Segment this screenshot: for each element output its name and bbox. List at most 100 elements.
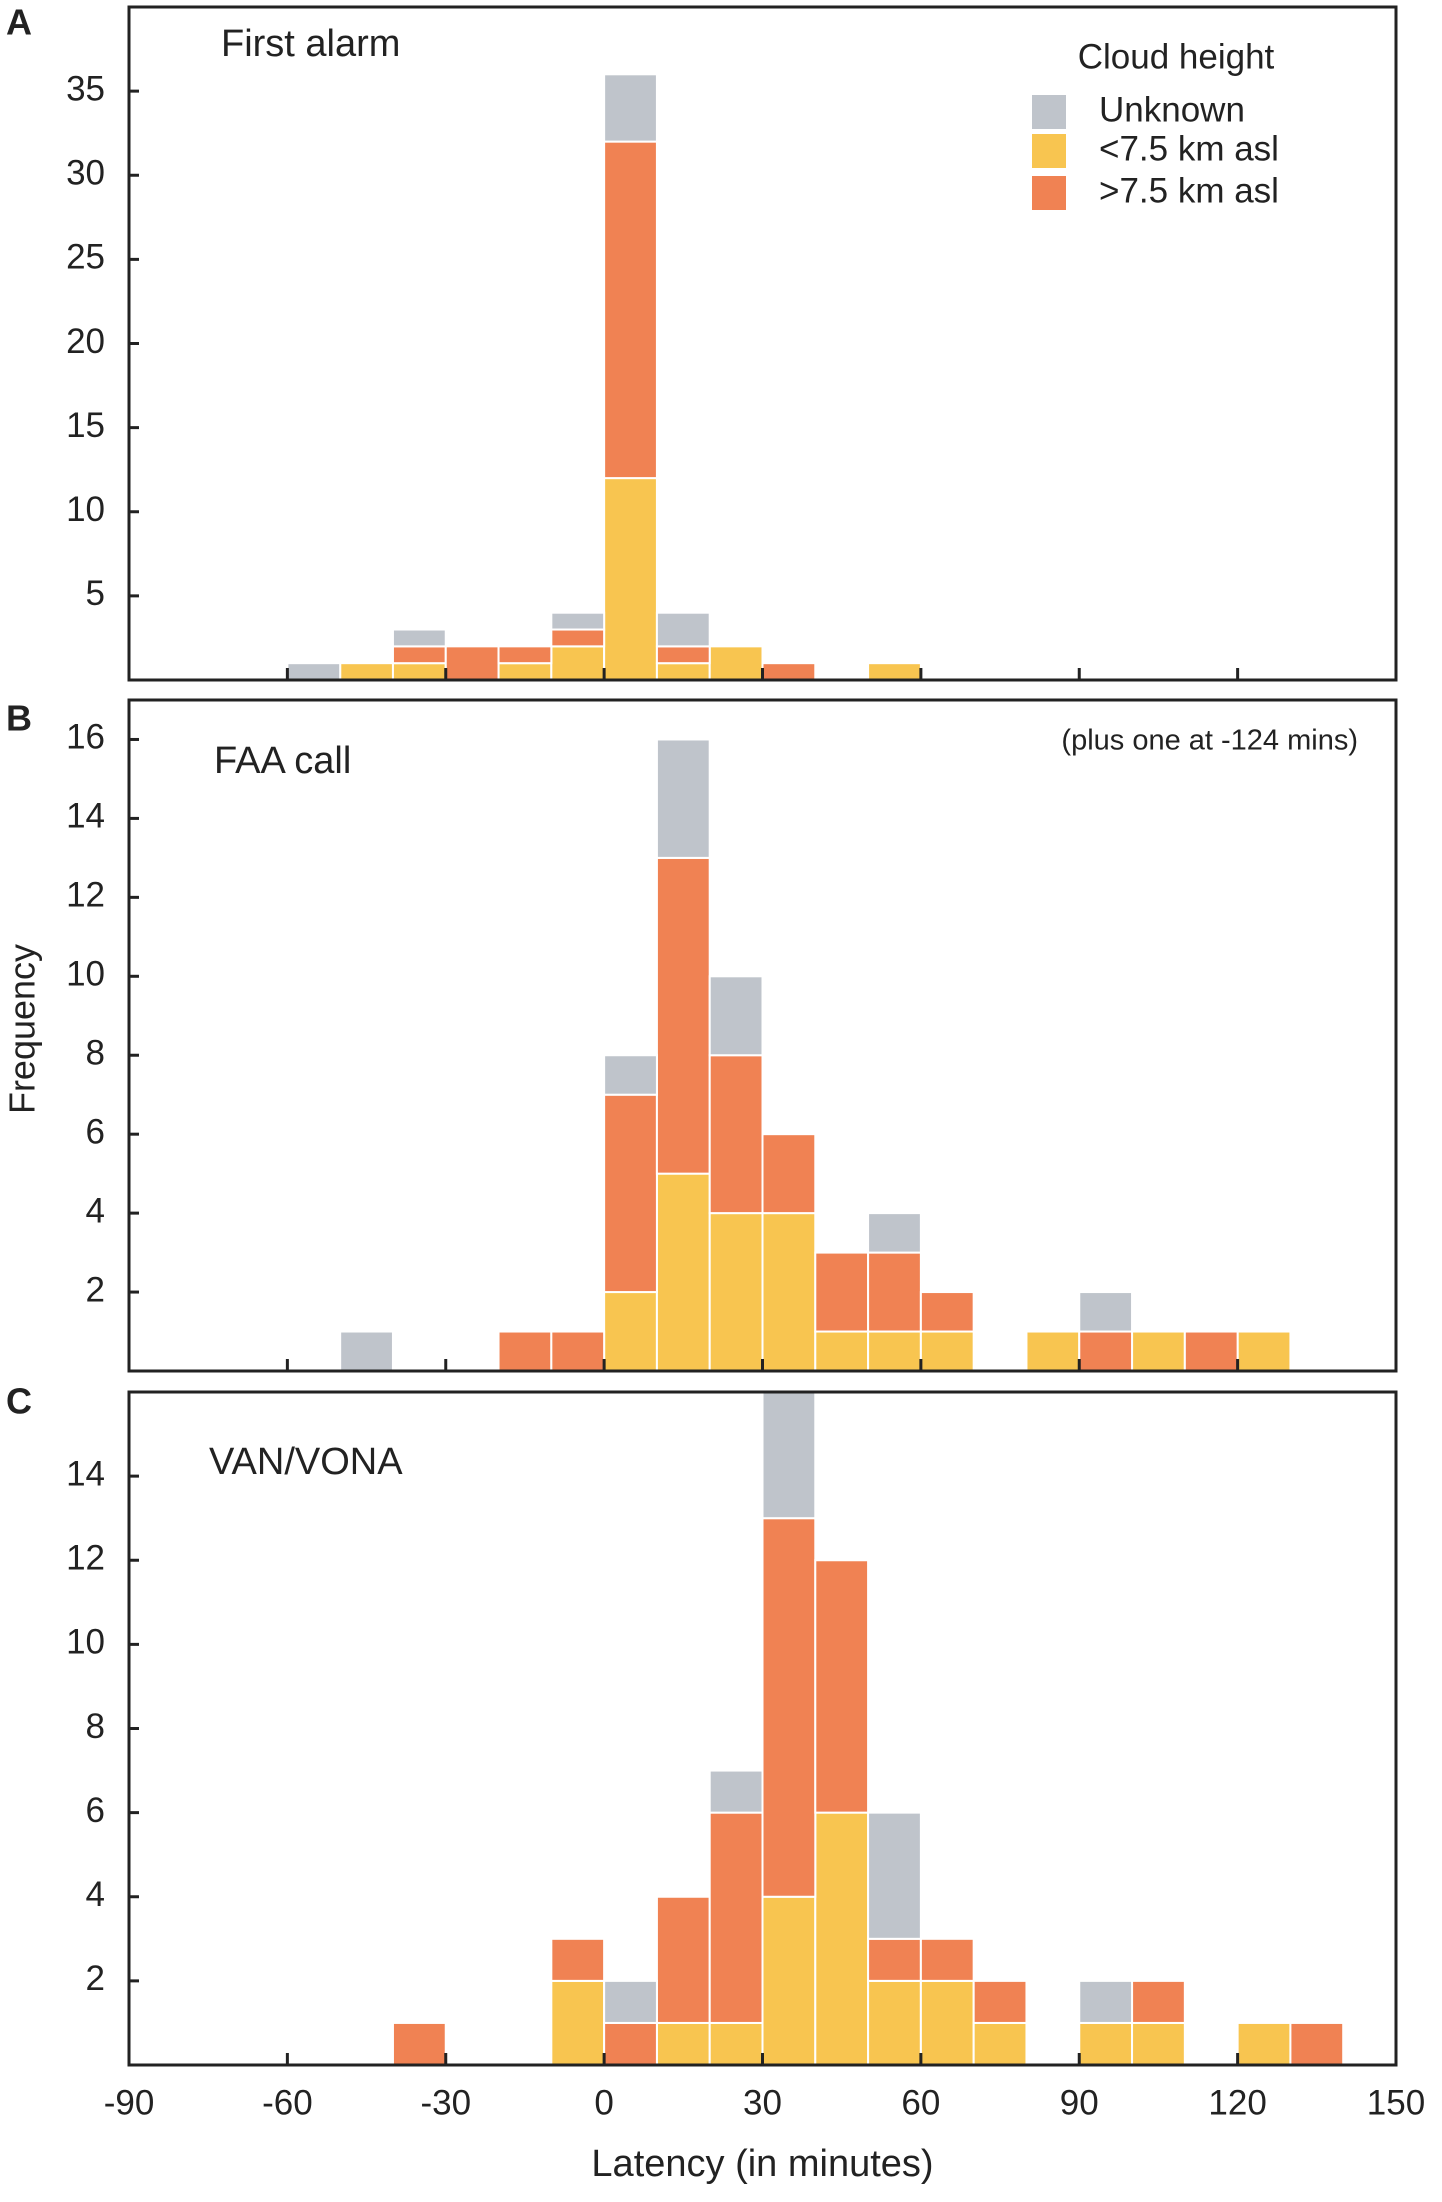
bar — [550, 628, 606, 648]
bar — [603, 1093, 658, 1294]
y-tick-label: 4 — [86, 1191, 105, 1230]
y-tick-label: 10 — [66, 955, 105, 994]
bar — [655, 2021, 711, 2066]
bar — [1236, 1330, 1292, 1373]
bar — [655, 1172, 711, 1373]
y-axis-label: Frequency — [2, 944, 43, 1114]
bar — [761, 1517, 817, 1898]
bar — [867, 1251, 922, 1333]
bar — [919, 1330, 975, 1373]
bar — [1078, 2021, 1134, 2066]
x-tick-label: -60 — [262, 2083, 313, 2122]
x-tick-label: 150 — [1367, 2083, 1425, 2122]
bar — [391, 645, 447, 665]
y-tick-label: 10 — [66, 490, 105, 529]
bar — [655, 1895, 711, 2024]
legend-title: Cloud height — [1078, 37, 1275, 76]
bar — [603, 1979, 658, 2024]
legend-swatch — [1032, 95, 1066, 129]
bar — [708, 1769, 764, 1814]
legend-label: >7.5 km asl — [1099, 171, 1279, 210]
x-axis-label: Latency (in minutes) — [591, 2143, 933, 2185]
bar — [1183, 1330, 1239, 1373]
bar — [286, 662, 342, 681]
legend-swatch — [1032, 176, 1066, 210]
y-tick-label: 8 — [86, 1707, 105, 1746]
panel-title: FAA call — [214, 740, 351, 782]
bar — [919, 1291, 975, 1333]
x-tick-label: 60 — [901, 2083, 940, 2122]
bar — [391, 2021, 447, 2066]
bar — [761, 662, 817, 681]
legend-label: <7.5 km asl — [1099, 129, 1279, 168]
bar — [919, 1979, 975, 2066]
bar — [867, 1979, 922, 2066]
bar — [761, 1391, 817, 1520]
bar — [655, 662, 711, 681]
bar — [603, 1291, 658, 1373]
y-tick-label: 8 — [86, 1033, 105, 1072]
bar — [708, 2021, 764, 2066]
x-tick-label: 120 — [1208, 2083, 1266, 2122]
bar — [1289, 2021, 1345, 2066]
bar — [814, 1330, 870, 1373]
panel-label: A — [6, 2, 32, 43]
x-tick-label: 0 — [594, 2083, 613, 2122]
bar — [550, 1937, 606, 1982]
bar — [603, 140, 658, 480]
bar — [497, 1330, 553, 1373]
y-tick-label: 14 — [66, 1454, 105, 1493]
y-tick-label: 20 — [66, 322, 105, 361]
y-tick-label: 25 — [66, 238, 105, 277]
y-tick-label: 4 — [86, 1875, 105, 1914]
annotation: (plus one at -124 mins) — [1061, 725, 1358, 757]
bar — [550, 645, 606, 681]
bar — [655, 645, 711, 665]
bar — [708, 645, 764, 681]
bar — [867, 662, 922, 681]
bar — [1131, 1979, 1186, 2024]
panel-title: First alarm — [221, 23, 400, 65]
bar — [1078, 1979, 1134, 2024]
y-tick-label: 2 — [86, 1270, 105, 1309]
bar — [444, 645, 500, 681]
bar — [603, 1054, 658, 1096]
panel-label: C — [6, 1381, 32, 1422]
y-tick-label: 6 — [86, 1112, 105, 1151]
bar — [655, 856, 711, 1175]
bar — [550, 1979, 606, 2066]
x-tick-label: 30 — [743, 2083, 782, 2122]
y-tick-label: 5 — [86, 574, 105, 613]
bar — [972, 2021, 1028, 2066]
panel-title: VAN/VONA — [209, 1441, 403, 1483]
y-tick-label: 12 — [66, 876, 105, 915]
bar — [1025, 1330, 1081, 1373]
bar — [339, 662, 394, 681]
y-tick-label: 6 — [86, 1791, 105, 1830]
bar — [391, 662, 447, 681]
bar — [708, 1811, 764, 2024]
panel-label: B — [6, 698, 32, 739]
bar — [867, 1212, 922, 1254]
bar — [655, 738, 711, 859]
bar — [1131, 2021, 1186, 2066]
y-tick-label: 12 — [66, 1539, 105, 1578]
bar — [867, 1330, 922, 1373]
bar — [761, 1895, 817, 2066]
bar — [708, 1212, 764, 1373]
bar — [391, 628, 447, 648]
bar — [814, 1251, 870, 1333]
legend-swatch — [1032, 134, 1066, 168]
bar — [814, 1811, 870, 2066]
bar — [708, 1054, 764, 1215]
bar — [1236, 2021, 1292, 2066]
y-tick-label: 15 — [66, 406, 105, 445]
y-tick-label: 2 — [86, 1959, 105, 1998]
bar — [814, 1559, 870, 1814]
bar — [708, 975, 764, 1057]
bar — [1078, 1330, 1134, 1373]
legend-label: Unknown — [1099, 90, 1245, 129]
x-tick-label: -30 — [420, 2083, 471, 2122]
bar — [1131, 1330, 1186, 1373]
